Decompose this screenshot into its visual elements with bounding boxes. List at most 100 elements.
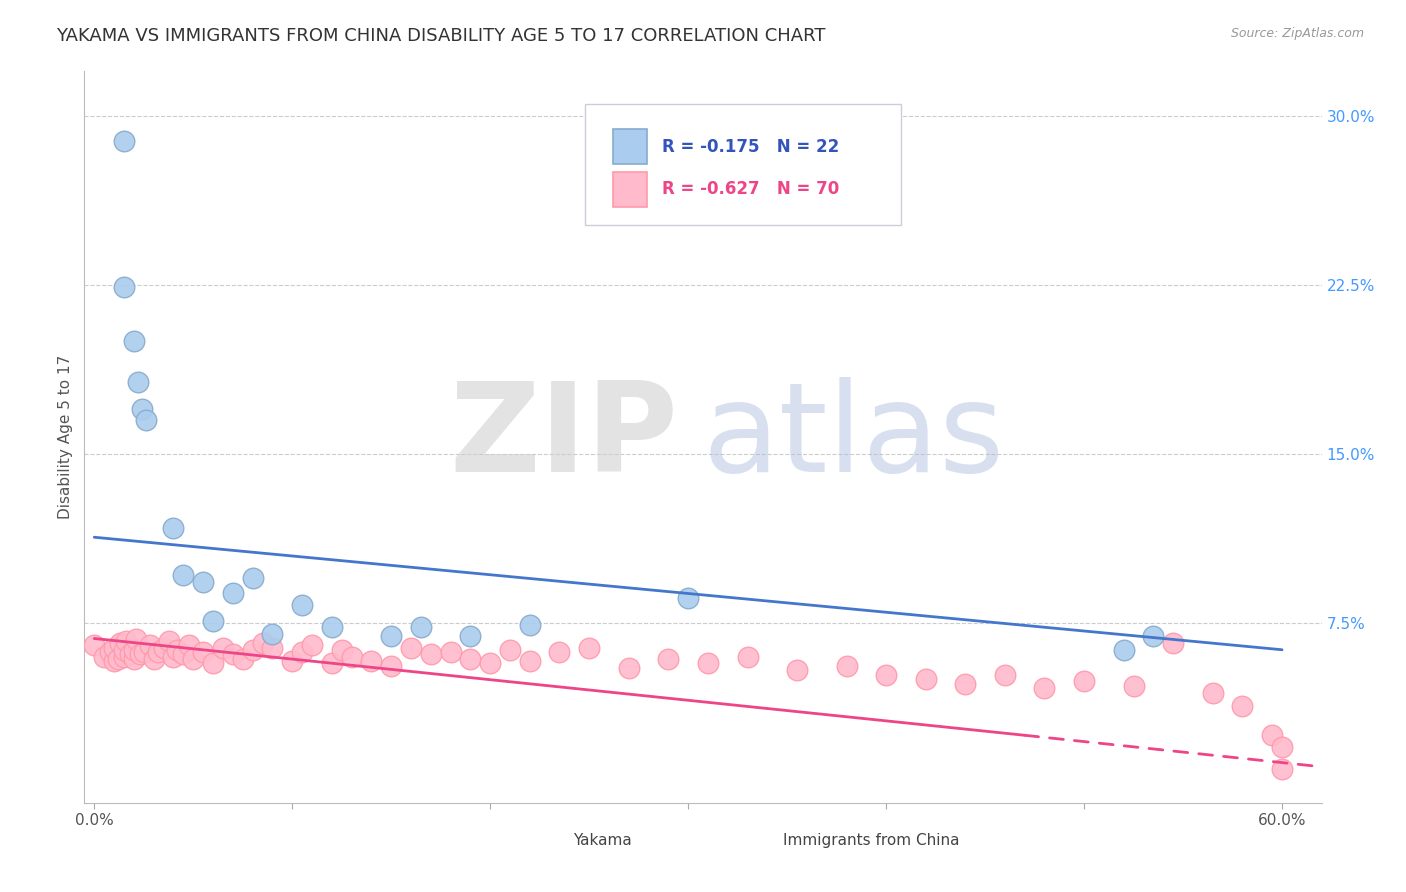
Point — [460, 652, 482, 666]
Point — [786, 663, 808, 677]
Point — [1033, 681, 1056, 695]
Point — [479, 657, 502, 671]
FancyBboxPatch shape — [536, 826, 564, 855]
Point — [138, 638, 160, 652]
Point — [955, 676, 977, 690]
Point — [262, 627, 284, 641]
Text: ZIP: ZIP — [450, 376, 678, 498]
Point — [146, 645, 169, 659]
FancyBboxPatch shape — [613, 171, 647, 207]
Point — [232, 652, 254, 666]
Point — [994, 667, 1017, 681]
Point — [499, 642, 522, 657]
FancyBboxPatch shape — [585, 104, 901, 225]
Point — [83, 638, 105, 652]
Point — [191, 575, 214, 590]
Point — [1271, 762, 1294, 776]
Text: Source: ZipAtlas.com: Source: ZipAtlas.com — [1230, 27, 1364, 40]
Point — [548, 645, 571, 659]
Point — [360, 654, 382, 668]
Point — [519, 654, 541, 668]
Point — [914, 672, 936, 686]
Point — [737, 649, 759, 664]
Point — [118, 647, 141, 661]
Point — [291, 645, 314, 659]
Point — [519, 618, 541, 632]
Point — [321, 620, 343, 634]
Point — [122, 652, 145, 666]
Point — [617, 661, 640, 675]
Point — [399, 640, 422, 655]
Point — [202, 614, 225, 628]
Point — [107, 652, 129, 666]
FancyBboxPatch shape — [613, 129, 647, 164]
Point — [252, 636, 274, 650]
Text: atlas: atlas — [703, 376, 1005, 498]
Point — [162, 521, 184, 535]
Point — [439, 645, 461, 659]
Point — [301, 638, 323, 652]
Point — [222, 647, 245, 661]
Point — [697, 657, 720, 671]
Point — [1232, 699, 1254, 714]
Point — [321, 657, 343, 671]
Point — [212, 640, 235, 655]
Point — [152, 640, 174, 655]
Point — [98, 645, 121, 659]
Point — [122, 642, 145, 657]
FancyBboxPatch shape — [747, 826, 773, 855]
Point — [159, 633, 181, 648]
Point — [1161, 636, 1184, 650]
Point — [1122, 679, 1144, 693]
Point — [657, 652, 679, 666]
Point — [122, 334, 145, 349]
Point — [191, 645, 214, 659]
Point — [330, 642, 353, 657]
Point — [1142, 629, 1164, 643]
Point — [166, 642, 188, 657]
Point — [142, 652, 165, 666]
Point — [242, 642, 264, 657]
Text: R = -0.627   N = 70: R = -0.627 N = 70 — [662, 180, 839, 198]
Point — [875, 667, 897, 681]
Point — [112, 642, 135, 657]
Point — [135, 413, 157, 427]
Point — [419, 647, 441, 661]
Point — [172, 568, 194, 582]
Text: R = -0.175   N = 22: R = -0.175 N = 22 — [662, 137, 839, 156]
Point — [128, 647, 150, 661]
Text: Yakama: Yakama — [574, 833, 631, 848]
Point — [1112, 642, 1135, 657]
Point — [222, 586, 245, 600]
Point — [1261, 728, 1284, 742]
Point — [1271, 739, 1294, 754]
Point — [1202, 685, 1225, 699]
Point — [578, 640, 600, 655]
Point — [291, 598, 314, 612]
Point — [108, 636, 131, 650]
Y-axis label: Disability Age 5 to 17: Disability Age 5 to 17 — [58, 355, 73, 519]
Point — [409, 620, 432, 634]
Point — [676, 591, 699, 605]
Point — [103, 654, 125, 668]
Point — [380, 658, 402, 673]
Point — [181, 652, 204, 666]
Point — [127, 375, 149, 389]
Point — [132, 645, 155, 659]
Point — [1073, 674, 1095, 689]
Text: Immigrants from China: Immigrants from China — [783, 833, 960, 848]
Point — [340, 649, 363, 664]
Point — [93, 649, 115, 664]
Point — [103, 640, 125, 655]
Point — [242, 571, 264, 585]
Point — [172, 647, 194, 661]
Text: YAKAMA VS IMMIGRANTS FROM CHINA DISABILITY AGE 5 TO 17 CORRELATION CHART: YAKAMA VS IMMIGRANTS FROM CHINA DISABILI… — [56, 27, 825, 45]
Point — [112, 649, 135, 664]
Point — [460, 629, 482, 643]
Point — [131, 401, 153, 416]
Point — [112, 134, 135, 148]
Point — [835, 658, 858, 673]
Point — [179, 638, 201, 652]
Point — [380, 629, 402, 643]
Point — [262, 640, 284, 655]
